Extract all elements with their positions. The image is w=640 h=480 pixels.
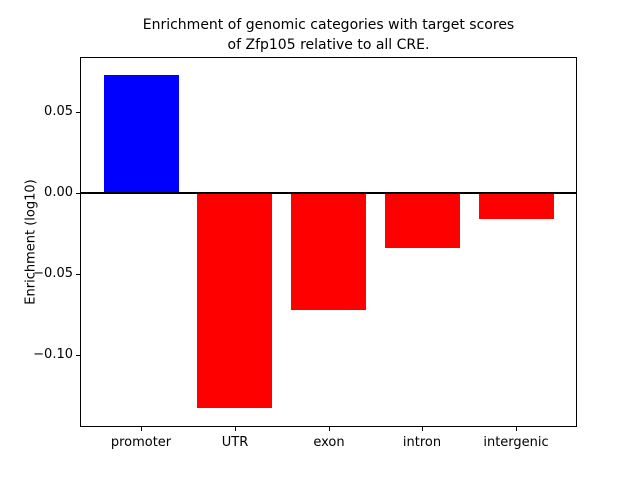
plot-area: 0.05 0.00 −0.05 −0.10 promoter UTR exon intron i…	[33, 57, 577, 450]
bar-UTR	[197, 193, 272, 408]
bar-promoter	[104, 75, 179, 193]
x-tick-label-promoter: promoter	[110, 435, 172, 450]
bar-intron	[385, 193, 460, 248]
x-tick-mark	[329, 427, 330, 431]
x-tick-mark	[141, 427, 142, 431]
y-tick-mark	[76, 274, 80, 275]
y-tick-label: −0.10	[33, 347, 73, 362]
y-tick-label: 0.00	[44, 185, 73, 200]
x-tick-label-exon: exon	[313, 435, 345, 450]
x-tick-mark	[235, 427, 236, 431]
x-tick-label-intergenic: intergenic	[483, 435, 549, 450]
zero-line	[81, 192, 576, 194]
y-tick-mark	[76, 193, 80, 194]
y-tick-mark	[76, 112, 80, 113]
x-tick-mark	[422, 427, 423, 431]
y-tick-label: −0.05	[33, 266, 73, 281]
chart-title: Enrichment of genomic categories with ta…	[142, 17, 515, 53]
y-tick-mark	[76, 355, 80, 356]
y-tick-label: 0.05	[44, 104, 73, 119]
x-tick-label-UTR: UTR	[221, 435, 249, 450]
bar-exon	[291, 193, 366, 310]
bar-intergenic	[479, 193, 554, 219]
x-tick-mark	[516, 427, 517, 431]
x-tick-label-intron: intron	[402, 435, 442, 450]
